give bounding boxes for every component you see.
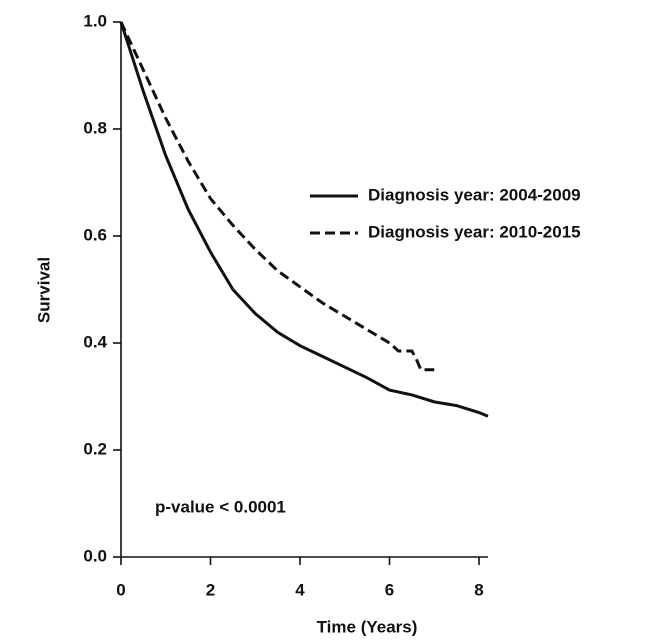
survival-curve <box>119 21 489 418</box>
x-tick-label: 4 <box>295 580 305 599</box>
annotation: p-value < 0.0001 <box>155 497 286 516</box>
y-tick-label: 0.6 <box>83 225 107 244</box>
x-tick-label: 2 <box>206 580 215 599</box>
x-tick-label: 0 <box>116 580 125 599</box>
y-tick-label: 0.4 <box>83 332 107 351</box>
y-tick-label: 1.0 <box>83 11 107 30</box>
legend-label: Diagnosis year: 2004-2009 <box>368 185 581 204</box>
y-axis-label: Survival <box>34 257 53 323</box>
y-tick-label: 0.0 <box>83 546 107 565</box>
y-tick-label: 0.2 <box>83 439 107 458</box>
survival-curve <box>119 21 435 372</box>
x-tick-label: 8 <box>474 580 483 599</box>
x-tick-label: 6 <box>385 580 394 599</box>
x-axis-label: Time (Years) <box>317 617 418 636</box>
legend-label: Diagnosis year: 2010-2015 <box>368 222 581 241</box>
y-tick-label: 0.8 <box>83 118 107 137</box>
